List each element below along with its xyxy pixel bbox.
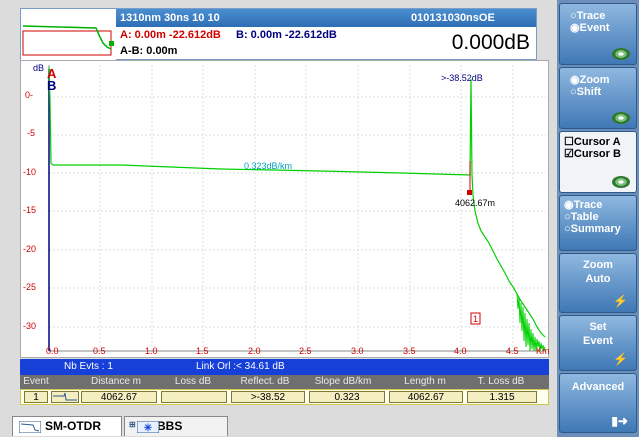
cursor-b-readout: B: 0.00m -22.612dB: [236, 29, 337, 41]
tab-label: SM-OTDR: [45, 419, 101, 433]
col-reflect: Reflect. dB: [240, 376, 290, 387]
option-event: ◉Event: [570, 22, 610, 34]
advanced-button[interactable]: Advanced ▮➜: [559, 373, 637, 433]
advanced-label: Advanced: [571, 381, 625, 393]
submenu-arrow-icon: ▮➜: [611, 414, 628, 428]
module-tabs: SM-OTDR ⊞ ✳ BBS: [10, 414, 550, 437]
a-b-distance: A-B: 0.00m: [120, 45, 178, 57]
slope-label: 0.323dB/km: [244, 161, 293, 171]
event-total-loss: 1.315: [467, 391, 537, 403]
reflective-event-icon: [53, 392, 77, 401]
trace-event-button[interactable]: ○Trace ◉Event: [559, 3, 637, 65]
view-mode-button[interactable]: ◉Trace ○Table ○Summary: [559, 195, 637, 251]
checkbox-cursor-b[interactable]: ☑Cursor B: [564, 148, 621, 160]
zoom-auto-button[interactable]: Zoom Auto ⚡: [559, 253, 637, 313]
event-number: 1: [24, 391, 48, 403]
events-table-header: Event Distance m Loss dB Reflect. dB Slo…: [20, 375, 549, 389]
option-table-view: ○Table: [564, 211, 599, 223]
col-length: Length m: [404, 376, 446, 387]
set-event-label-1: Set: [589, 321, 607, 333]
rotary-knob-icon: [612, 176, 630, 188]
zoom-auto-label-1: Zoom: [583, 259, 613, 271]
zoom-shift-button[interactable]: ◉Zoom ○Shift: [559, 67, 637, 129]
x-tick: 1.5: [196, 346, 209, 356]
x-tick: 1.0: [145, 346, 158, 356]
event-distance: 4062.67: [81, 391, 157, 403]
y-tick-15: -15: [23, 205, 37, 215]
checkbox-cursor-a[interactable]: ☐Cursor A: [564, 136, 621, 148]
rotary-knob-icon: [612, 112, 630, 124]
y-tick-20: -20: [23, 244, 37, 254]
col-event: Event: [23, 376, 49, 387]
events-summary-bar: Nb Evts : 1 Link Orl :< 34.61 dB: [20, 359, 549, 375]
x-tick: 0.5: [93, 346, 106, 356]
cursor-a-readout: A: 0.00m -22.612dB: [120, 29, 221, 41]
set-event-label-2: Event: [583, 335, 613, 347]
event-slope: 0.323: [309, 391, 385, 403]
x-tick: 2.0: [248, 346, 261, 356]
y-unit-label: dB: [33, 63, 45, 73]
y-tick-25: -25: [23, 282, 37, 292]
cursor-b-marker[interactable]: B: [47, 78, 57, 93]
y-tick-0: 0-: [25, 90, 34, 100]
cursor-a-marker[interactable]: A: [47, 66, 57, 81]
event-loss: [161, 391, 227, 403]
option-summary-view: ○Summary: [564, 223, 621, 235]
option-shift: ○Shift: [570, 86, 602, 98]
otdr-trace-icon: [19, 421, 41, 433]
col-total-loss: T. Loss dB: [477, 376, 525, 387]
y-tick-5: -5: [27, 128, 36, 138]
x-tick: 0.0: [46, 346, 59, 356]
event-number-box[interactable]: 1: [473, 314, 479, 324]
event-reflectance: >-38.52: [231, 391, 305, 403]
trace-header: 1310nm 30ns 10 10 010131030nsOE A: 0.00m…: [20, 8, 537, 61]
y-tick-30: -30: [23, 321, 37, 331]
option-trace-view: ◉Trace: [564, 199, 603, 211]
tab-label: BBS: [157, 419, 183, 433]
lightning-icon: ⚡: [613, 294, 628, 308]
acquisition-params: 1310nm 30ns 10 10: [120, 12, 220, 24]
x-tick: 3.0: [351, 346, 364, 356]
event-type-icon: [51, 391, 79, 403]
otdr-trace-graph: [48, 65, 546, 352]
tab-bbs[interactable]: ⊞ ✳ BBS: [124, 416, 228, 436]
trace-overview-thumbnail[interactable]: [21, 9, 116, 61]
a-b-loss-value: 0.000dB: [451, 31, 530, 54]
rotary-knob-icon: [612, 48, 630, 60]
expand-icon: ⊞: [129, 420, 136, 429]
x-tick: 4.5: [506, 346, 519, 356]
lightning-icon: ⚡: [613, 352, 628, 366]
x-unit-label: Km: [536, 346, 550, 356]
option-zoom: ◉Zoom: [570, 74, 610, 86]
overview-trace-icon: [21, 9, 116, 61]
acquisition-bar: 1310nm 30ns 10 10 010131030nsOE: [116, 9, 536, 27]
y-tick-10: -10: [23, 167, 37, 177]
col-slope: Slope dB/km: [314, 376, 372, 387]
col-distance: Distance m: [90, 376, 141, 387]
link-orl: Link Orl :< 34.61 dB: [196, 361, 285, 372]
event-count: Nb Evts : 1: [64, 361, 113, 372]
reflectance-label: >-38.52dB: [441, 73, 483, 83]
x-axis-ticks: 0.0 0.5 1.0 1.5 2.0 2.5 3.0 3.5 4.0 4.5 …: [20, 346, 550, 359]
event-distance-label: 4062.67m: [455, 198, 496, 208]
trace-plot[interactable]: dB A B 0- -5 -10 -15 -20 -25 -30 0.323dB…: [20, 60, 549, 358]
cursor-select-button[interactable]: ☐Cursor A ☑Cursor B: [559, 131, 637, 193]
x-tick: 3.5: [403, 346, 416, 356]
tab-sm-otdr[interactable]: SM-OTDR: [12, 416, 122, 436]
file-id: 010131030nsOE: [411, 12, 495, 24]
event-row[interactable]: 1 4062.67 >-38.52 0.323 4062.67 1.315: [20, 389, 549, 405]
option-trace: ○Trace: [570, 10, 606, 22]
col-loss: Loss dB: [174, 376, 212, 387]
set-event-button[interactable]: Set Event ⚡: [559, 315, 637, 371]
svg-text:✳: ✳: [144, 423, 153, 433]
event-length: 4062.67: [389, 391, 463, 403]
bbs-star-icon: ✳: [137, 421, 159, 433]
zoom-auto-label-2: Auto: [585, 273, 611, 285]
trace-info: 1310nm 30ns 10 10 010131030nsOE A: 0.00m…: [116, 9, 536, 61]
x-tick: 4.0: [454, 346, 467, 356]
x-tick: 2.5: [299, 346, 312, 356]
side-menu: ○Trace ◉Event ◉Zoom ○Shift ☐Cursor A ☑Cu…: [557, 0, 639, 437]
